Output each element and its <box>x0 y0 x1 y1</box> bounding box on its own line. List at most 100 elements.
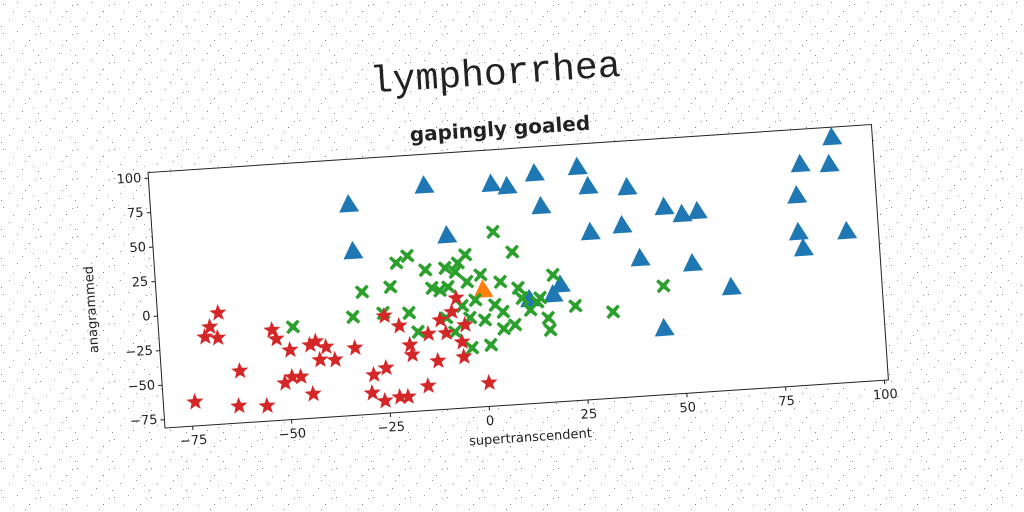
point <box>473 267 488 283</box>
point <box>258 396 276 414</box>
point <box>231 362 249 379</box>
point <box>311 350 329 368</box>
point <box>365 365 383 383</box>
point <box>687 200 708 220</box>
point <box>267 329 285 347</box>
point <box>819 153 840 173</box>
point <box>543 322 558 338</box>
point <box>456 315 474 333</box>
point <box>201 317 219 335</box>
point <box>443 302 461 320</box>
point <box>496 321 512 336</box>
point <box>450 255 466 271</box>
point <box>721 276 742 296</box>
point <box>343 240 364 260</box>
point <box>672 203 693 223</box>
point <box>504 244 520 260</box>
point <box>459 274 475 290</box>
point <box>580 221 601 241</box>
point <box>292 367 310 385</box>
point <box>567 156 588 176</box>
point <box>209 328 227 346</box>
point <box>304 385 322 402</box>
point <box>390 316 408 334</box>
point <box>317 338 335 355</box>
point <box>346 338 364 356</box>
point <box>196 328 214 345</box>
x-tick-label: 50 <box>679 400 697 416</box>
point <box>437 323 455 341</box>
point <box>447 324 463 340</box>
x-tick-label: 75 <box>778 394 796 410</box>
y-tick-label: −75 <box>130 413 158 430</box>
point <box>468 292 483 308</box>
point <box>285 319 301 335</box>
point <box>301 336 319 353</box>
y-tick-label: 100 <box>116 171 142 188</box>
point <box>388 255 404 271</box>
x-tick-label: −75 <box>179 433 207 450</box>
point <box>345 309 361 325</box>
point <box>417 262 433 278</box>
point <box>483 337 499 353</box>
point <box>605 304 621 320</box>
point <box>822 126 843 146</box>
point <box>419 376 437 394</box>
point <box>230 397 248 414</box>
point <box>790 153 811 173</box>
point <box>377 358 395 376</box>
point <box>612 214 633 234</box>
point <box>485 224 501 240</box>
y-tick-label: 0 <box>142 309 151 325</box>
point <box>514 290 530 306</box>
point <box>276 374 294 391</box>
point <box>376 391 394 409</box>
point <box>399 387 417 405</box>
point <box>410 324 426 340</box>
point <box>837 220 858 240</box>
point <box>281 341 299 358</box>
point <box>630 247 651 267</box>
point <box>455 347 473 365</box>
y-tick-label: 50 <box>129 240 147 256</box>
point <box>391 388 409 405</box>
y-axis-label: anagrammed <box>82 266 103 354</box>
point <box>550 274 571 293</box>
point <box>326 350 344 368</box>
point <box>578 175 599 195</box>
point <box>493 274 508 290</box>
point <box>419 324 437 342</box>
point <box>464 340 480 356</box>
point <box>531 195 552 215</box>
point <box>401 305 417 321</box>
point <box>477 312 493 328</box>
point <box>447 289 465 306</box>
x-tick-label: −50 <box>278 426 306 443</box>
point <box>523 302 538 318</box>
y-tick-label: −25 <box>125 344 153 361</box>
point <box>543 284 564 303</box>
point <box>401 336 419 353</box>
point <box>787 185 808 204</box>
point <box>480 373 498 391</box>
point <box>654 196 675 216</box>
point <box>363 384 381 401</box>
point <box>437 224 458 244</box>
point <box>545 267 561 283</box>
point <box>382 279 398 295</box>
point <box>424 280 440 296</box>
plot-frame <box>147 123 889 429</box>
point <box>524 162 545 182</box>
point <box>682 253 703 272</box>
y-tick-label: −50 <box>127 378 155 395</box>
x-tick-label: −25 <box>377 420 405 437</box>
point <box>403 345 421 363</box>
point <box>617 176 638 196</box>
point <box>339 194 360 213</box>
x-tick-label: 0 <box>486 414 495 430</box>
point <box>429 351 447 369</box>
point <box>495 304 511 320</box>
point <box>481 173 502 193</box>
point <box>437 260 453 276</box>
